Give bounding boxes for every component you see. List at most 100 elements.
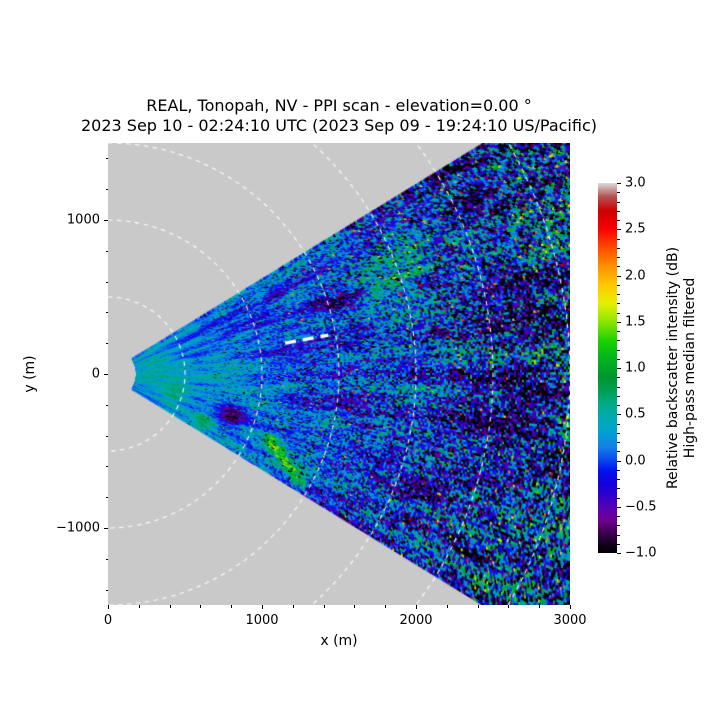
x-axis-minor-tick [231,605,233,608]
colorbar-minor-tick [617,340,620,342]
x-axis-minor-tick [539,605,541,608]
x-axis-minor-tick [323,605,325,608]
x-axis-tick-label: 2000 [399,613,433,628]
colorbar-minor-tick [617,238,620,240]
colorbar-minor-tick [617,405,620,406]
colorbar-major-tick [617,506,621,508]
y-axis-minor-tick [105,281,108,283]
x-axis-minor-tick [169,605,171,608]
x-axis-minor-tick [508,605,510,608]
colorbar-major-tick [617,368,621,369]
colorbar-minor-tick [617,451,620,453]
colorbar-tick-label: 2.0 [625,268,646,283]
colorbar-minor-tick [617,247,620,249]
colorbar-minor-tick [617,442,620,443]
y-axis-tick-label: −1000 [56,520,100,536]
y-axis-major-tick [104,220,108,221]
colorbar-minor-tick [617,488,620,490]
colorbar-minor-tick [617,497,620,499]
colorbar-tick-label: 1.5 [625,314,646,330]
y-axis-minor-tick [105,189,108,191]
colorbar-minor-tick [617,525,620,527]
x-axis-major-tick [416,605,417,609]
colorbar-tick-label: 0.5 [625,406,646,422]
colorbar-tick-label: −0.5 [625,499,657,515]
colorbar-label-line2: High-pass median filtered [682,277,698,459]
colorbar-tick-label: 2.5 [625,221,646,237]
colorbar-major-tick [617,275,621,277]
colorbar-minor-tick [617,432,620,434]
y-axis-minor-tick [105,250,108,252]
x-axis-minor-tick [138,605,140,608]
x-axis-tick-label: 1000 [245,613,279,628]
x-axis-major-tick [108,605,109,609]
colorbar-minor-tick [617,516,620,517]
colorbar-minor-tick [617,423,620,425]
x-axis-minor-tick [446,605,448,608]
colorbar-minor-tick [617,312,620,314]
colorbar-minor-tick [617,294,620,295]
chart-subtitle: 2023 Sep 10 - 02:24:10 UTC (2023 Sep 09 … [81,116,597,135]
x-axis-minor-tick [477,605,479,608]
x-axis-major-tick [570,605,571,609]
colorbar-major-tick [617,414,621,416]
colorbar-major-tick [617,321,621,323]
colorbar-minor-tick [617,284,620,286]
y-axis-minor-tick [105,589,108,591]
x-axis-tick-label: 3000 [553,613,587,628]
y-axis-minor-tick [105,497,108,499]
chart-title: REAL, Tonopah, NV - PPI scan - elevation… [146,96,532,115]
colorbar-label: Relative backscatter intensity (dB) High… [665,247,699,489]
y-axis-minor-tick [105,312,108,314]
y-axis-minor-tick [105,158,108,160]
colorbar-minor-tick [617,386,620,388]
colorbar-minor-tick [617,257,620,258]
colorbar-label-line1: Relative backscatter intensity (dB) [665,246,681,490]
y-axis-minor-tick [105,404,108,406]
colorbar-major-tick [617,229,621,231]
colorbar-minor-tick [617,220,620,221]
colorbar-minor-tick [617,210,620,212]
colorbar-minor-tick [617,377,620,379]
colorbar-minor-tick [617,266,620,268]
colorbar-minor-tick [617,395,620,397]
y-axis-minor-tick [105,343,108,345]
ppi-scan-canvas [108,143,570,605]
x-axis-major-tick [262,605,263,609]
plot-area [108,143,570,605]
colorbar-minor-tick [617,534,620,536]
colorbar-minor-tick [617,469,620,471]
colorbar-minor-tick [617,303,620,305]
colorbar [598,183,617,553]
x-axis-label: x (m) [320,633,358,649]
y-axis-minor-tick [105,466,108,468]
colorbar-major-tick [617,183,621,184]
colorbar-tick-label: 1.0 [625,360,646,376]
colorbar-minor-tick [617,358,620,360]
x-axis-tick-label: 0 [103,613,113,628]
colorbar-minor-tick [617,192,620,194]
x-axis-minor-tick [354,605,356,608]
colorbar-tick-label: −1.0 [625,545,657,561]
colorbar-minor-tick [617,331,620,332]
colorbar-tick-label: 3.0 [625,175,646,191]
y-axis-tick-label: 0 [91,366,100,382]
y-axis-minor-tick [105,435,108,437]
chart-title-block: REAL, Tonopah, NV - PPI scan - elevation… [81,96,597,136]
colorbar-major-tick [617,460,621,462]
y-axis-minor-tick [105,558,108,560]
colorbar-gradient [598,183,617,553]
colorbar-tick-label: 0.0 [625,453,646,468]
y-axis-major-tick [104,528,108,529]
colorbar-minor-tick [617,479,620,480]
colorbar-major-tick [617,553,621,554]
colorbar-minor-tick [617,543,620,545]
x-axis-minor-tick [292,605,294,608]
x-axis-minor-tick [385,605,387,608]
colorbar-minor-tick [617,349,620,351]
y-axis-major-tick [104,374,108,375]
y-axis-tick-label: 1000 [66,212,100,228]
x-axis-minor-tick [200,605,202,608]
y-axis-label: y (m) [22,355,38,393]
